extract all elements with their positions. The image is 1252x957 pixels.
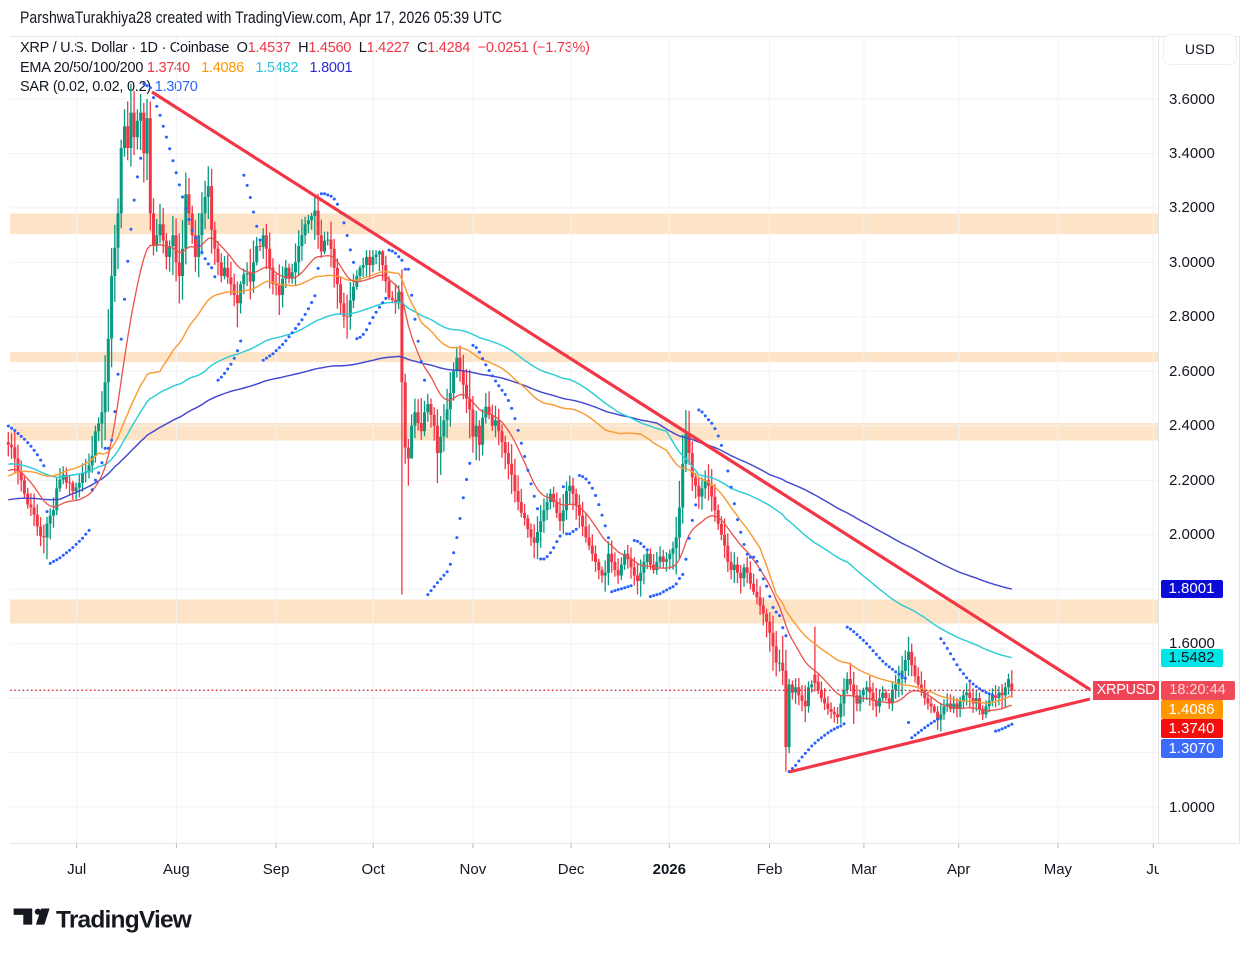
svg-text:TradingView: TradingView bbox=[56, 907, 193, 934]
